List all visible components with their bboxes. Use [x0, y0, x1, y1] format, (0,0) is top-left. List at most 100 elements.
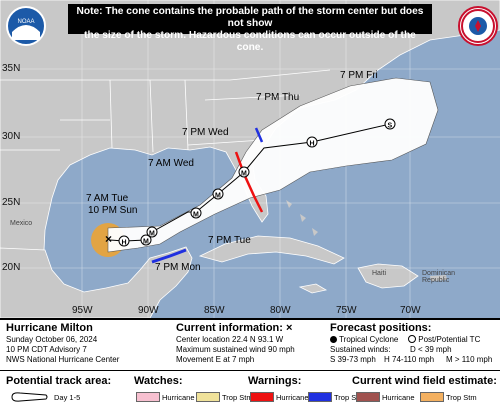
noaa-logo-icon: NOAA [9, 9, 43, 43]
wind-field-trop-storm-label: Trop Stm [446, 393, 477, 402]
label-7am-wed: 7 AM Wed [148, 158, 194, 169]
svg-text:M: M [149, 230, 155, 237]
storm-name: Hurricane Milton [6, 322, 93, 334]
storm-date: Sunday October 06, 2024 [6, 335, 98, 344]
key-m: M > 110 mph [446, 355, 493, 364]
warning-trop-storm-swatch [308, 392, 332, 402]
cuba-land [198, 235, 345, 265]
track-area-title: Potential track area: [6, 375, 112, 387]
lon-label-85w: 85W [204, 305, 225, 316]
post-potential-key: Post/Potential TC [408, 335, 480, 344]
warning-hurricane-label: Hurricane [276, 393, 309, 402]
storm-center: NWS National Hurricane Center [6, 355, 120, 364]
legend-divider [0, 370, 500, 371]
state-borders [0, 69, 331, 153]
open-circle-icon [408, 335, 416, 343]
storm-advisory: 10 PM CDT Advisory 7 [6, 345, 87, 354]
hurricane-warning-coast [234, 151, 264, 213]
lat-label-35n: 35N [2, 63, 21, 74]
watch-hurricane-swatch [136, 392, 160, 402]
lat-label-30n: 30N [2, 131, 21, 142]
svg-text:M: M [241, 170, 247, 177]
info-panel: Hurricane Milton Sunday October 06, 2024… [0, 318, 500, 412]
wind-field-title: Current wind field estimate: [352, 375, 497, 387]
nws-logo-icon [461, 9, 495, 43]
forecast-symbols: × H M M M M M H S [105, 118, 396, 247]
forecast-point-10pm-sun [118, 235, 130, 247]
tropical-storm-warning-coast [151, 248, 187, 264]
svg-text:M: M [215, 192, 221, 199]
label-7pm-mon: 7 PM Mon [155, 262, 201, 273]
watch-hurricane-label: Hurricane [162, 393, 195, 402]
svg-text:H: H [310, 140, 315, 147]
current-info-title: Current information: × [176, 322, 292, 334]
label-10pm-sun: 10 PM Sun [88, 205, 138, 216]
lat-label-20n: 20N [2, 262, 21, 273]
post-potential-label: Post/Potential TC [418, 335, 481, 344]
svg-text:NOAA: NOAA [17, 19, 34, 25]
wind-field-trop-storm-swatch [420, 392, 444, 402]
jamaica-land [298, 283, 328, 294]
place-dominican-republic: Dominican Republic [422, 270, 456, 284]
watch-trop-storm-label: Trop Stm [222, 393, 253, 402]
cone-note: Note: The cone contains the probable pat… [72, 6, 428, 54]
warnings-title: Warnings: [248, 375, 302, 387]
label-7pm-thu: 7 PM Thu [256, 92, 300, 103]
note-box [68, 4, 432, 34]
hispaniola-land [357, 263, 419, 289]
watch-trop-storm-swatch [196, 392, 220, 402]
current-movement: Movement E at 7 mph [176, 355, 255, 364]
lon-label-95w: 95W [72, 305, 93, 316]
forecast-point-7am-wed [212, 188, 224, 200]
puerto-rico-land [430, 275, 447, 281]
label-7pm-fri: 7 PM Fri [340, 70, 378, 81]
lat-label-25n: 25N [2, 197, 21, 208]
label-7pm-tue: 7 PM Tue [208, 235, 251, 246]
svg-text:M: M [193, 211, 199, 218]
current-center-x: × [105, 232, 112, 246]
label-7pm-wed: 7 PM Wed [182, 127, 229, 138]
forecast-point-7pm-thu [306, 136, 318, 148]
sustained-winds-label: Sustained winds: [330, 345, 391, 354]
wind-field-hurricane-label: Hurricane [382, 393, 415, 402]
nws-logo [458, 6, 498, 46]
hurricane-track-map: × H M M M M M H S [0, 0, 500, 319]
key-s: S 39-73 mph [330, 355, 376, 364]
forecast-point-7pm-fri [384, 118, 396, 130]
noaa-logo: NOAA [6, 6, 46, 46]
place-mexico: Mexico [10, 220, 33, 227]
day-range-label: Day 1-5 [54, 393, 81, 402]
current-wind: Maximum sustained wind 90 mph [176, 345, 295, 354]
current-location: Center location 22.4 N 93.1 W [176, 335, 284, 344]
lon-label-75w: 75W [336, 305, 357, 316]
forecast-point-7pm-mon [146, 226, 158, 238]
warning-trop-storm-label: Trop Stm [334, 393, 365, 402]
forecast-point-7am-tue-left [140, 234, 152, 246]
current-center-marker-icon: × [286, 322, 293, 334]
forecast-positions-title: Forecast positions: [330, 322, 432, 334]
svg-text:S: S [388, 122, 393, 129]
tropical-cyclone-key: Tropical Cyclone [330, 335, 398, 344]
tropical-cyclone-label: Tropical Cyclone [339, 335, 399, 344]
lon-label-90w: 90W [138, 305, 159, 316]
warning-hurricane-swatch [250, 392, 274, 402]
current-info-title-text: Current information: [176, 322, 283, 334]
filled-circle-icon [330, 336, 337, 343]
place-haiti: Haiti [372, 270, 387, 277]
mexico-land [0, 246, 193, 319]
lon-label-70w: 70W [400, 305, 421, 316]
label-7am-tue: 7 AM Tue [86, 193, 129, 204]
forecast-cone [107, 77, 439, 253]
cone-note-line1: Note: The cone contains the probable pat… [76, 6, 424, 29]
svg-text:H: H [122, 240, 127, 247]
cone-note-line2: the size of the storm. Hazardous conditi… [84, 30, 416, 53]
svg-text:M: M [143, 238, 149, 245]
watches-title: Watches: [134, 375, 183, 387]
forecast-point-7pm-wed [238, 166, 250, 178]
lon-label-80w: 80W [270, 305, 291, 316]
forecast-point-7pm-tue [190, 207, 202, 219]
map-svg: × H M M M M M H S [0, 0, 500, 319]
track-area-swatch-icon [11, 392, 48, 402]
tropical-storm-warning-florida-east [254, 127, 264, 143]
wind-field-hurricane-swatch [356, 392, 380, 402]
